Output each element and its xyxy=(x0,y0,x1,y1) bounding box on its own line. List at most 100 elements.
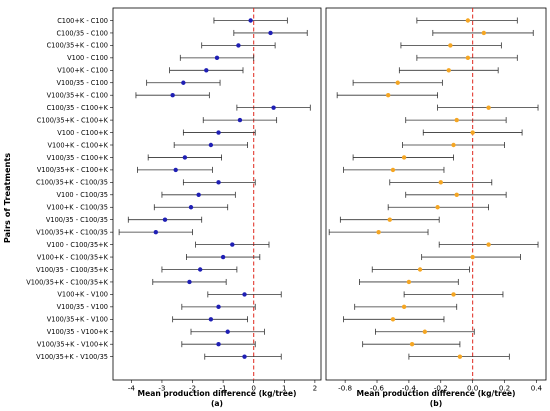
category-label: C100/35 - C100+K xyxy=(47,104,109,112)
panel-a-frame xyxy=(112,7,322,381)
panel-a-mean-point xyxy=(236,43,241,48)
panel-a-mean-point xyxy=(248,18,253,23)
panel-a: C100+K - C100 C100/35 - C100 C100/35+K - C… xyxy=(26,7,322,408)
panel-a-mean-point xyxy=(197,267,203,272)
category-label: V100+K - V100 xyxy=(57,291,108,299)
panel-a-mean-point xyxy=(188,205,194,210)
category-label: V100 - C100 xyxy=(67,54,108,62)
panel-a-mean-point xyxy=(230,242,235,247)
category-label: V100/35+K - C100+K xyxy=(37,166,109,174)
panel-a-mean-point xyxy=(242,292,247,297)
panel-a-x-tick-label: -4 xyxy=(128,384,136,393)
category-label: C100/35+K - C100+K xyxy=(37,116,109,124)
panel-b-x-tick-label: -0.6 xyxy=(370,384,384,393)
panel-b-mean-point xyxy=(451,142,456,148)
panel-b-mean-point xyxy=(376,229,381,235)
category-label: V100/35 - C100/35+K xyxy=(36,266,109,274)
category-label: V100/35 - V100+K xyxy=(47,328,109,336)
panel-b-mean-point xyxy=(417,267,423,272)
panel-b-x-tick-label: -0.2 xyxy=(434,384,448,393)
category-label: C100/35+K - C100 xyxy=(47,42,108,50)
category-label: V100+K - C100+K xyxy=(47,141,108,149)
category-label: C100/35+K - C100/35 xyxy=(36,179,108,187)
panel-b-mean-point xyxy=(448,43,453,48)
panel-b-mean-point xyxy=(390,167,396,173)
panel-b-x-tick-label: 0.2 xyxy=(499,384,510,393)
panel-b-mean-point xyxy=(409,342,415,347)
panel-b-mean-point xyxy=(401,304,407,310)
category-label: V100 - C100/35+K xyxy=(47,241,109,249)
category-label: V100/35+K - V100+K xyxy=(37,341,109,349)
panel-a-mean-point xyxy=(153,229,159,235)
panel-b-mean-point xyxy=(390,317,396,322)
panel-b-mean-point xyxy=(454,117,459,123)
y-axis-title: Pairs of Treatments xyxy=(2,153,12,243)
panel-a-x-tick-label: -2 xyxy=(189,384,196,393)
panel-a-mean-point xyxy=(220,254,226,260)
category-label: V100 - C100+K xyxy=(57,129,108,137)
panel-a-mean-point xyxy=(242,354,247,359)
panel-a-mean-point xyxy=(216,342,221,347)
panel-b-mean-point xyxy=(454,192,459,197)
panel-a-mean-point xyxy=(271,105,276,110)
panel-b: -0.8 -0.6 -0.4 -0.2 0.0 0.2 0.4 Mean productio… xyxy=(325,7,547,408)
category-label: V100 - C100/35 xyxy=(57,191,108,199)
panel-b-mean-point xyxy=(481,30,487,36)
panel-a-mean-point xyxy=(216,304,221,310)
panel-a-x-axis-title: Mean production difference (kg/tree) xyxy=(138,389,297,398)
panel-a-mean-point xyxy=(208,142,214,148)
category-label: V100/35 - C100 xyxy=(57,79,108,87)
panel-a-label: (a) xyxy=(211,399,223,408)
category-label: V100/35+K - C100 xyxy=(47,92,108,100)
panel-b-mean-point xyxy=(470,254,475,260)
category-label: V100/35 - C100/35 xyxy=(46,216,108,224)
panel-a-mean-point xyxy=(216,130,221,135)
panel-b-mean-point xyxy=(435,205,440,210)
panel-a-mean-point xyxy=(170,93,175,98)
panel-a-mean-point xyxy=(268,30,273,36)
panel-b-x-tick-label: -0.8 xyxy=(338,384,352,393)
panel-b-mean-point xyxy=(438,180,443,185)
panel-a-x-ticks: -4 -3 -2 -1 0 1 2 xyxy=(128,380,317,393)
category-label: V100+K - C100/35 xyxy=(47,204,108,212)
panel-a-mean-point xyxy=(225,329,230,334)
panel-a-mean-point xyxy=(204,68,209,73)
panel-a-marks xyxy=(118,17,311,360)
panel-a-mean-point xyxy=(187,279,192,285)
panel-a-x-tick-label: -3 xyxy=(158,384,165,393)
panel-a-x-tick-label: 2 xyxy=(313,384,318,393)
panel-a-mean-point xyxy=(181,80,186,85)
panel-b-frame xyxy=(325,7,547,381)
category-label: V100/35+K - V100/35 xyxy=(36,353,108,361)
panel-b-mean-point xyxy=(395,80,400,85)
panel-b-mean-point xyxy=(406,279,412,285)
panel-a-mean-point xyxy=(216,180,221,185)
panel-b-x-ticks: -0.8 -0.6 -0.4 -0.2 0.0 0.2 0.4 xyxy=(338,380,543,393)
panel-b-mean-point xyxy=(451,292,456,297)
panel-b-mean-point xyxy=(401,155,407,160)
panel-a-mean-point xyxy=(214,55,220,61)
panel-a-mean-point xyxy=(208,317,214,322)
category-label: V100/35+K - V100 xyxy=(47,316,108,324)
panel-b-mean-point xyxy=(446,68,451,73)
category-labels: C100+K - C100 C100/35 - C100 C100/35+K - C… xyxy=(26,17,113,361)
category-label: V100/35 - V100 xyxy=(57,303,108,311)
panel-b-mean-point xyxy=(465,18,471,23)
panel-b-mean-point xyxy=(465,55,471,61)
panel-b-label: (b) xyxy=(430,399,442,408)
category-label: V100+K - C100/35+K xyxy=(37,253,109,261)
panel-a-mean-point xyxy=(162,217,168,222)
panel-a-x-tick-label: -1 xyxy=(220,384,227,393)
category-label: V100/35+K - C100/35+K xyxy=(26,278,108,286)
panel-a-mean-point xyxy=(196,192,201,197)
category-label: V100/35 - C100+K xyxy=(47,154,109,162)
panel-b-x-tick-label: -0.4 xyxy=(402,384,416,393)
panel-b-mean-point xyxy=(486,242,491,247)
panel-a-x-tick-label: 1 xyxy=(282,384,287,393)
panel-b-mean-point xyxy=(486,105,491,110)
category-label: V100+K - C100 xyxy=(57,67,108,75)
category-label: V100/35+K - C100/35 xyxy=(36,228,108,236)
panel-b-mean-point xyxy=(470,130,475,135)
panel-b-mean-point xyxy=(422,329,428,334)
